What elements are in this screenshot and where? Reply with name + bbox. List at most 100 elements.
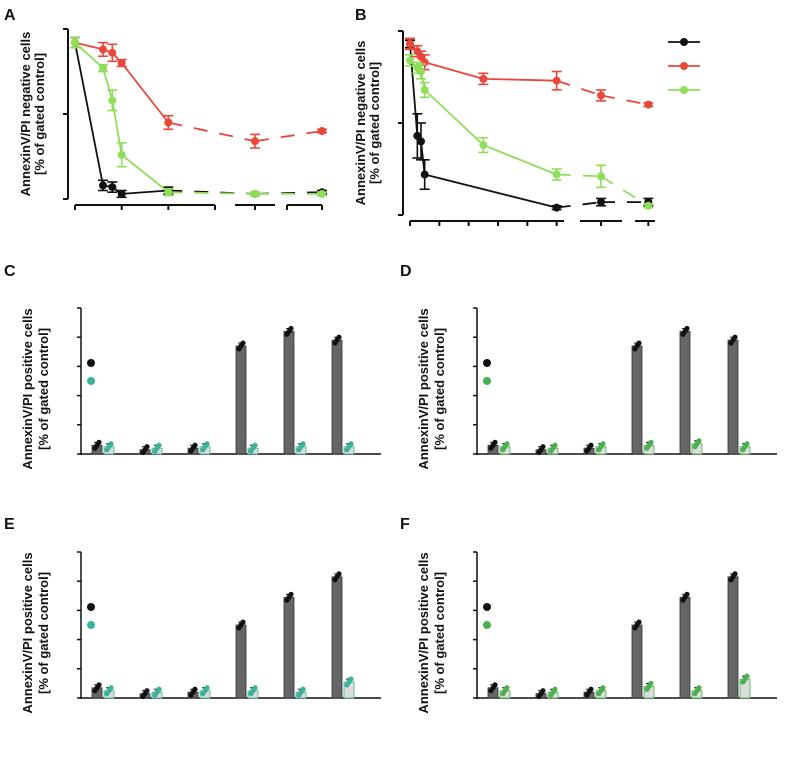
replicate-dot [348,441,354,447]
series-line [556,173,602,178]
replicate-dot [648,680,654,687]
data-point [164,188,173,197]
series-line [120,62,170,124]
legend-marker [483,359,491,367]
bar-control [727,339,739,455]
data-point [117,150,126,159]
series-line [111,100,123,155]
replicate-dot [348,676,354,682]
y-axis-label: AnnexinV/PI negative cells [18,32,33,197]
data-point [108,183,117,192]
replicate-dot [144,688,150,694]
data-point [99,64,107,73]
data-point [164,118,173,127]
replicate-dot [696,438,702,444]
series-line [556,79,602,97]
line-chart-b: AnnexinV/PI negative cells [% of gated co… [353,30,655,226]
bar-control [727,576,739,699]
replicate-dot [300,441,306,447]
series-line [556,201,602,209]
y-axis-label-unit: [% of gated control] [432,328,447,450]
legend-marker [483,621,491,629]
y-axis-label: AnnexinV/PI positive cells [20,308,35,469]
main-legend [668,38,700,94]
replicate-dot [144,444,150,450]
data-point [420,85,429,94]
series-line [121,189,169,195]
replicate-dot [252,442,258,448]
replicate-dot [156,442,162,448]
panel-label-f: F [400,516,410,533]
replicate-dot [636,619,642,625]
line-chart-a: AnnexinV/PI negative cells [% of gated co… [18,28,327,210]
data-point [597,91,605,100]
bar-legend [87,359,95,385]
replicate-dot [744,673,750,679]
y-axis-label-unit: [% of gated control] [32,53,47,175]
data-point [318,189,326,198]
bar-control [631,345,643,455]
bar-chart-f: AnnexinV/PI positive cells [% of gated co… [416,551,777,714]
data-point [479,74,488,83]
panel-label-c: C [4,263,16,280]
bar-control [283,596,295,699]
bar-legend [483,359,491,385]
series-line [424,89,484,146]
y-axis-label: AnnexinV/PI positive cells [20,552,35,713]
bar-control [235,624,247,699]
replicate-dot [552,442,558,448]
panel-label-b: B [355,7,367,24]
replicate-dot [492,439,498,445]
data-point [318,127,326,135]
series-line [74,41,104,51]
legend-marker [87,621,95,629]
bar-control [331,576,343,699]
replicate-dot [156,686,162,692]
data-point [99,181,107,190]
series-line [168,121,256,143]
data-point [552,170,561,179]
data-point [108,48,117,57]
data-point [71,38,79,47]
data-point [552,76,561,85]
data-point [117,59,126,67]
replicate-dot [108,685,114,691]
replicate-dot [684,325,690,332]
data-point [644,100,653,109]
data-point [420,170,429,179]
replicate-dot [240,619,246,625]
data-point [552,203,561,212]
series-line [121,154,169,193]
y-axis-label: AnnexinV/PI positive cells [416,308,431,469]
replicate-dot [540,444,546,450]
replicate-dot [96,439,102,445]
data-point [117,189,126,198]
replicate-dot [540,688,546,694]
bar-control [283,330,295,455]
y-axis-label: AnnexinV/PI positive cells [416,552,431,713]
series-ht22 [405,39,654,212]
replicate-dot [108,441,114,447]
series-drp1-ko-1 [70,36,327,149]
replicate-dot [744,441,750,447]
series-line [74,42,104,186]
replicate-dot [192,442,198,448]
y-axis-label: AnnexinV/PI negative cells [353,41,368,206]
legend-marker [87,377,95,385]
series-line [483,77,557,82]
legend-marker [680,38,688,46]
data-point [406,39,414,48]
replicate-dot [504,441,510,447]
series-line [600,94,649,106]
replicate-dot [204,685,210,691]
legend-marker [87,359,95,367]
bar-control [331,339,343,455]
bar-chart-c: AnnexinV/PI positive cells [% of gated co… [20,307,381,470]
legend-marker [680,86,688,94]
panel-label-d: D [400,263,412,280]
series-line [424,173,557,209]
replicate-dot [588,442,594,448]
replicate-dot [252,685,258,691]
legend-marker [680,62,688,70]
y-axis-label-unit: [% of gated control] [432,572,447,694]
